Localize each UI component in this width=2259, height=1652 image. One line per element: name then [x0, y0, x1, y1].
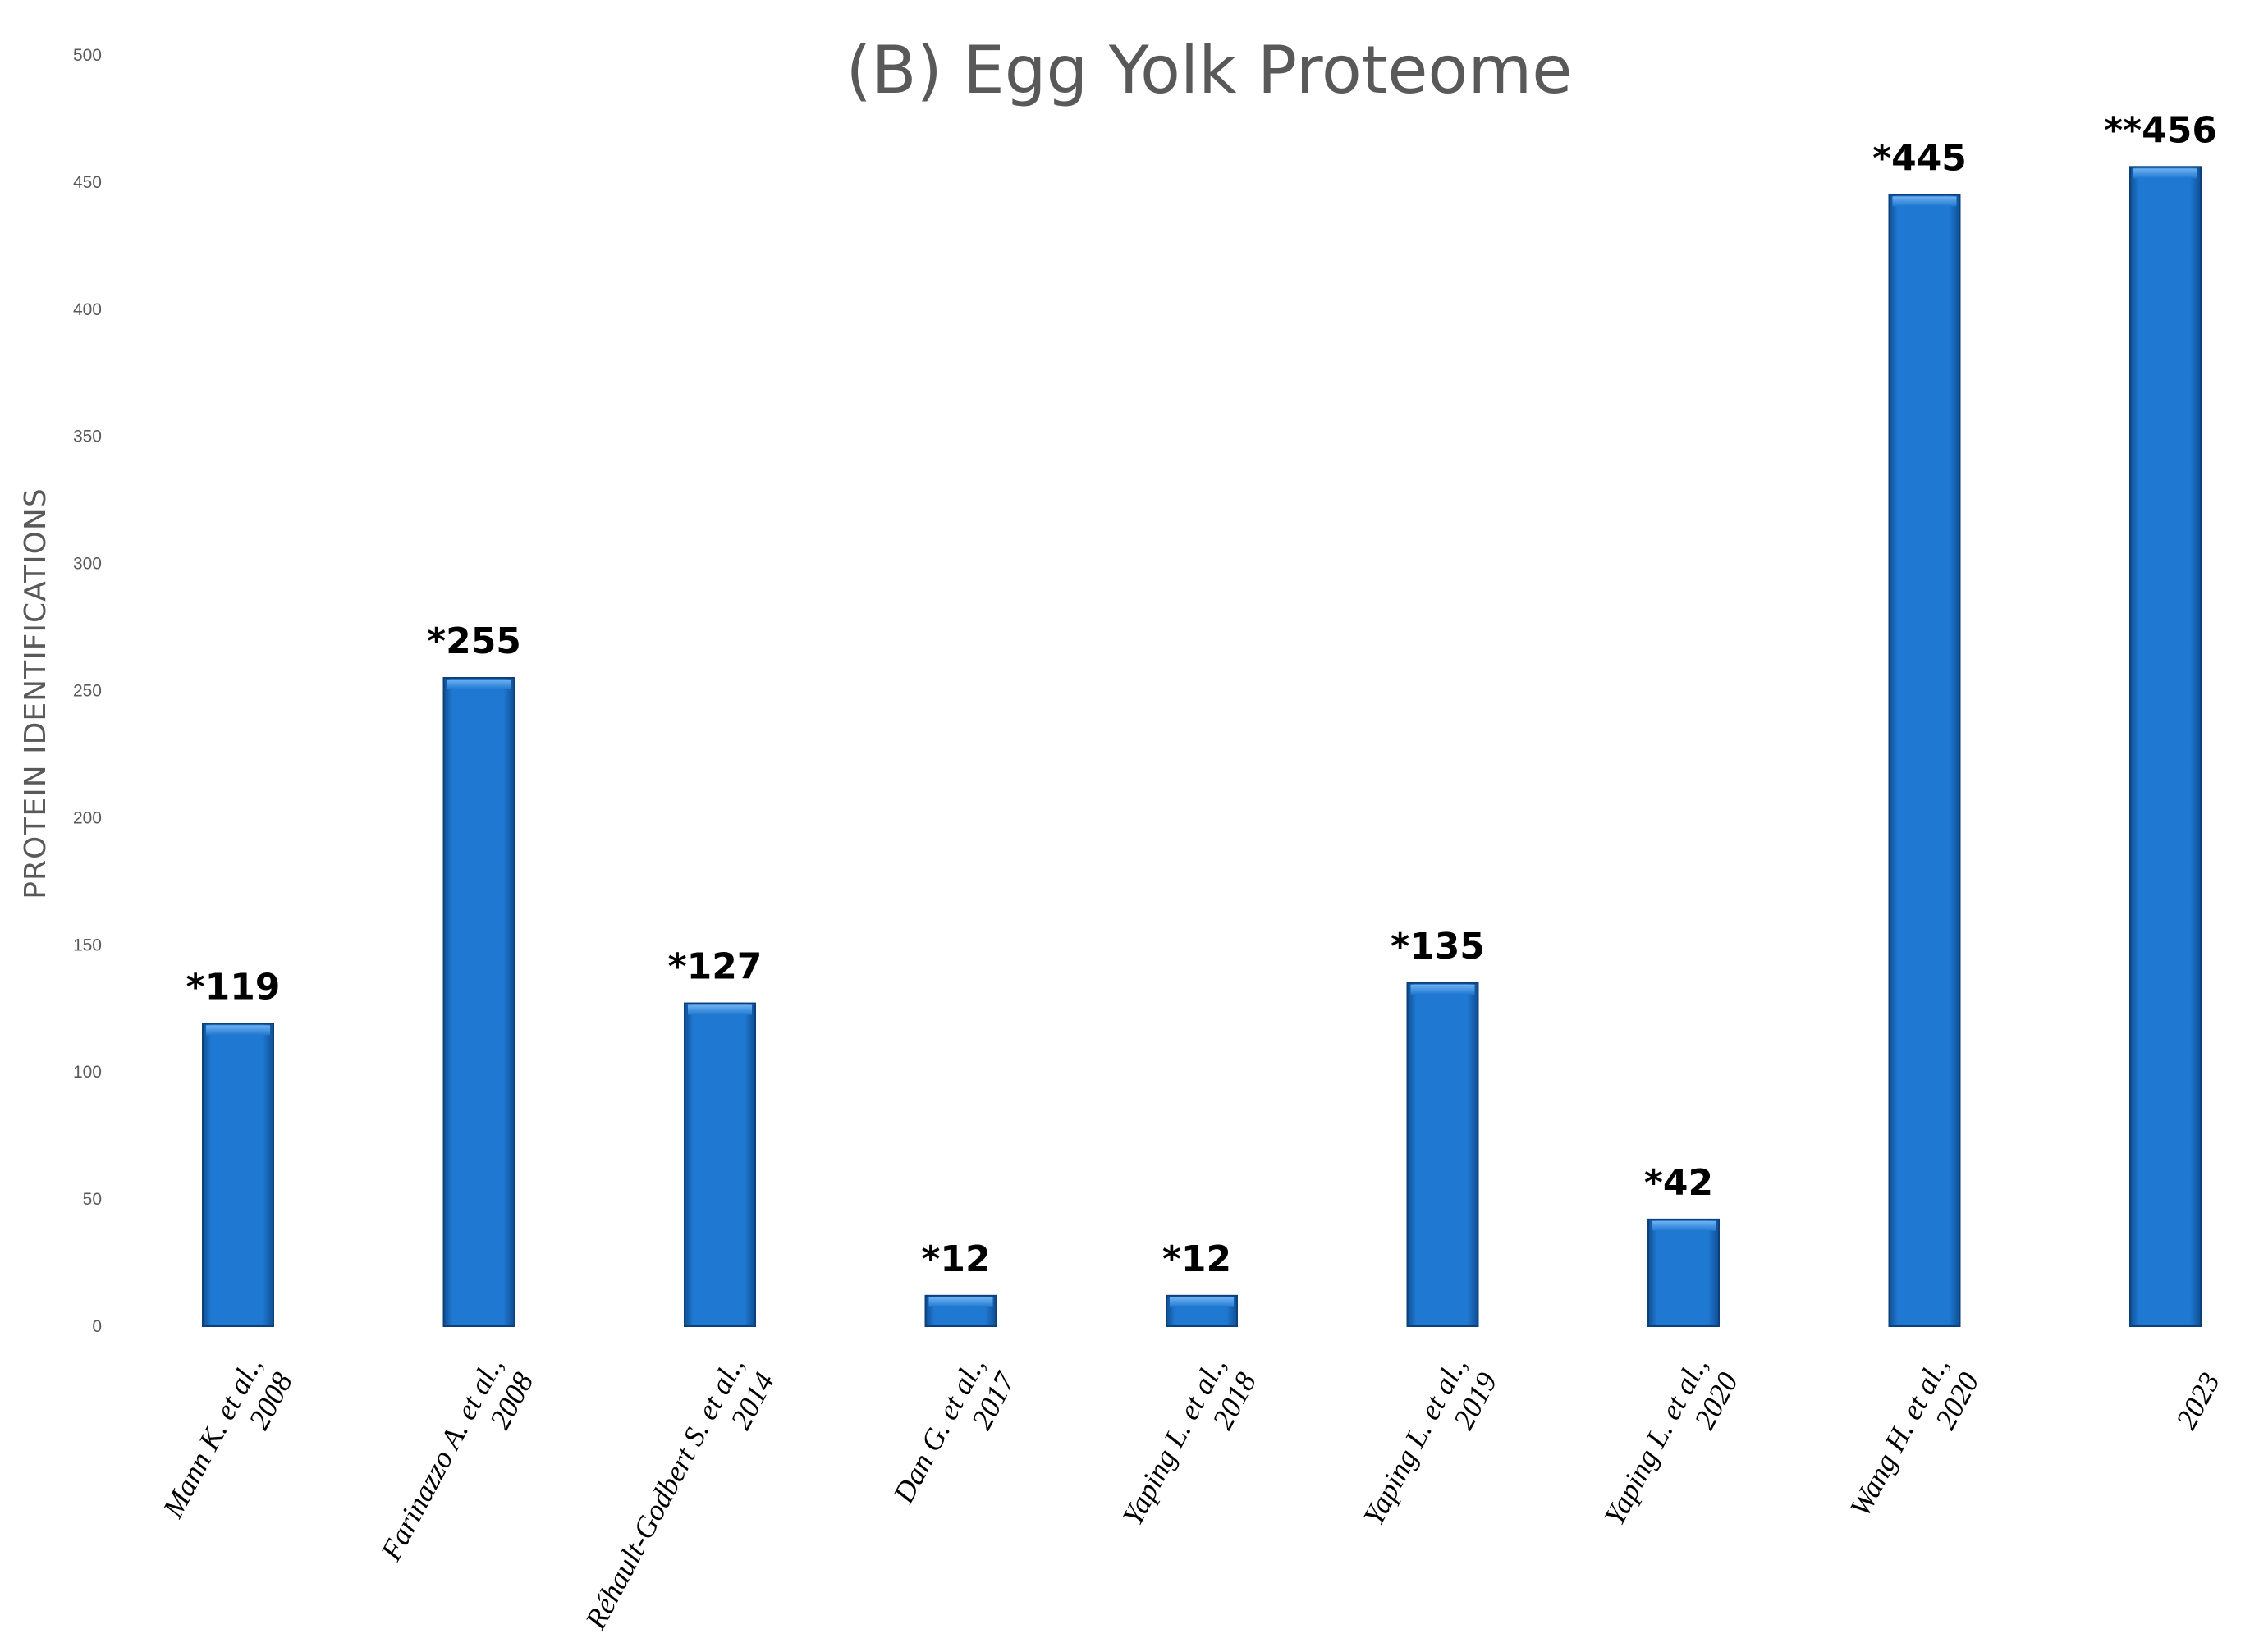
bar-body	[684, 1002, 756, 1327]
data-labels-group: *119 *255 *127 *12 *12 *135 *42 *445 **456	[186, 109, 2217, 1280]
data-label: *127	[668, 946, 763, 988]
bars-group	[202, 166, 2202, 1328]
y-tick-label: 300	[73, 555, 102, 574]
y-tick-label: 0	[92, 1317, 102, 1336]
bar-body	[2129, 166, 2202, 1327]
x-tick-label-line: Yaping L. et al.,	[1597, 1351, 1714, 1531]
y-tick-label: 450	[73, 173, 102, 192]
bar-highlight	[1892, 196, 1957, 207]
data-label: **456	[2104, 109, 2217, 151]
bar-highlight	[447, 680, 511, 690]
bar	[684, 1002, 756, 1327]
y-tick-label: 350	[73, 428, 102, 446]
bar-body	[1888, 194, 1961, 1327]
bar-body	[202, 1023, 274, 1327]
bar-body	[442, 677, 515, 1327]
y-tick-label: 400	[73, 300, 102, 319]
bar	[1406, 982, 1479, 1328]
bar-highlight	[206, 1025, 270, 1036]
y-tick-label: 500	[73, 46, 102, 65]
y-axis-ticks: 0 50 100 150 200 250 300 350 400 450 500	[73, 46, 102, 1336]
bar	[1888, 194, 1961, 1327]
bar-highlight	[1410, 984, 1475, 995]
data-label: *135	[1391, 926, 1485, 968]
category-labels-group: Mann K. et al.,2008 Farinazzo A. et al.,2…	[156, 1351, 2226, 1635]
data-label: *119	[186, 966, 281, 1008]
x-tick-label-line: Mann K. et al.,	[156, 1351, 268, 1523]
bar-highlight	[688, 1004, 752, 1015]
bar-highlight	[928, 1297, 993, 1307]
bar	[2129, 166, 2202, 1327]
x-tick-label: Yaping L. et al.,2018	[1116, 1351, 1262, 1531]
data-label: *12	[1162, 1238, 1231, 1280]
bar-body	[1406, 982, 1479, 1328]
x-tick-label: Yaping L. et al.,2020	[1597, 1351, 1744, 1531]
bar-highlight	[2133, 168, 2197, 179]
y-tick-label: 250	[73, 682, 102, 701]
chart-title: (B) Egg Yolk Proteome	[845, 32, 1572, 108]
bar	[1166, 1294, 1238, 1327]
y-tick-label: 100	[73, 1063, 102, 1082]
x-tick-label: Farinazzo A. et al.,2008	[374, 1351, 540, 1567]
x-tick-label: Mann K. et al.,2008	[156, 1351, 299, 1523]
data-label: *42	[1644, 1162, 1713, 1204]
data-label: *12	[921, 1238, 990, 1280]
bar	[202, 1023, 274, 1327]
bar	[924, 1294, 997, 1327]
x-tick-label-line: Yaping L. et al.,	[1357, 1351, 1473, 1531]
x-tick-label: Réhault-Godbert S. et al.,2014	[579, 1351, 781, 1635]
y-axis-label: PROTEIN IDENTIFICATIONS	[19, 487, 53, 899]
x-tick-label-line: 2023	[2170, 1367, 2226, 1435]
x-tick-label: 2023	[2170, 1367, 2226, 1435]
x-tick-label-line: Réhault-Godbert S. et al.,	[579, 1351, 750, 1635]
bar-highlight	[1170, 1297, 1234, 1307]
data-label: *255	[427, 620, 521, 662]
x-tick-label-line: Farinazzo A. et al.,	[374, 1351, 510, 1567]
bar	[442, 677, 515, 1327]
bar-body	[1647, 1218, 1720, 1328]
y-tick-label: 50	[83, 1190, 102, 1209]
bar-highlight	[1652, 1220, 1716, 1231]
x-tick-label: Dan G. et al.,2017	[887, 1351, 1023, 1509]
x-tick-label: Yaping L. et al.,2019	[1357, 1351, 1504, 1531]
bar	[1647, 1218, 1720, 1328]
x-tick-label-line: Dan G. et al.,	[887, 1351, 992, 1509]
y-tick-label: 150	[73, 936, 102, 954]
data-label: *445	[1872, 137, 1967, 179]
y-tick-label: 200	[73, 808, 102, 827]
x-tick-label-line: Yaping L. et al.,	[1116, 1351, 1232, 1531]
x-tick-label: Wang H. et al.,2020	[1843, 1351, 1985, 1522]
x-tick-label-line: Wang H. et al.,	[1843, 1351, 1954, 1522]
